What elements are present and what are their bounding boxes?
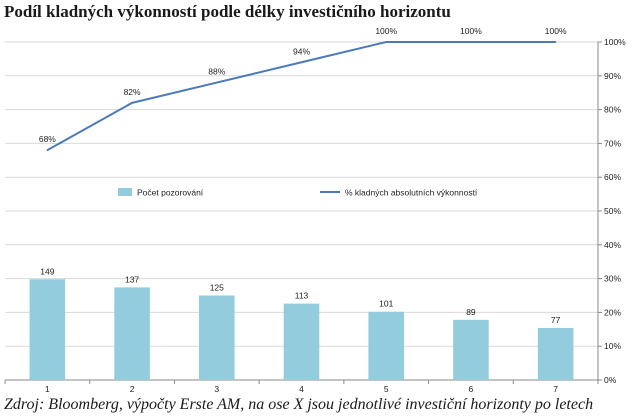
y-tick-label: 0% — [604, 375, 617, 385]
x-tick-label: 6 — [469, 384, 474, 394]
line-data-label: 68% — [39, 134, 56, 144]
bar — [29, 279, 66, 380]
y-tick-label: 40% — [604, 240, 621, 250]
line-data-label: 94% — [293, 46, 310, 56]
line-data-label: 100% — [460, 26, 482, 36]
legend-bar-swatch — [118, 188, 132, 196]
x-tick-label: 3 — [214, 384, 219, 394]
x-tick-label: 4 — [299, 384, 304, 394]
bar-data-labels: 149 137 125 113 101 89 77 — [40, 266, 560, 325]
bar-series — [29, 279, 574, 380]
bar-data-label: 113 — [295, 291, 309, 301]
bar-data-label: 101 — [379, 299, 393, 309]
y-tick-label: 70% — [604, 138, 621, 148]
bar — [283, 303, 320, 380]
line-point — [46, 149, 49, 151]
line-data-label: 100% — [375, 26, 397, 36]
bar-data-label: 149 — [40, 266, 54, 276]
bar — [453, 319, 489, 380]
bar — [198, 295, 235, 380]
legend-line-label: % kladných absolutních výkonností — [345, 188, 478, 198]
line-point — [554, 41, 557, 43]
line-point — [470, 41, 472, 43]
bar — [537, 327, 574, 380]
line-point — [385, 41, 388, 43]
chart-title: Podíl kladných výkonností podle délky in… — [4, 2, 451, 21]
x-axis-ticks: 1 2 3 4 5 6 7 — [4, 380, 599, 394]
legend-bar-label: Počet pozorování — [137, 188, 204, 198]
line-data-label: 82% — [124, 87, 141, 97]
bar-data-label: 89 — [466, 307, 476, 317]
line-data-label: 100% — [545, 26, 567, 36]
legend: Počet pozorování % kladných absolutních v… — [118, 188, 478, 198]
y-tick-label: 50% — [604, 206, 621, 216]
y-tick-label: 80% — [604, 105, 621, 115]
bar-data-label: 125 — [210, 283, 224, 293]
bar — [114, 287, 150, 380]
bar-data-label: 137 — [125, 274, 139, 284]
line-series — [46, 41, 557, 152]
line-data-labels: 68% 82% 88% 94% 100% 100% 100% — [39, 26, 567, 144]
line-point — [215, 81, 218, 84]
source-caption: Zdroj: Bloomberg, výpočty Erste AM, na o… — [4, 396, 594, 413]
y-tick-label: 10% — [604, 341, 621, 351]
bar — [368, 311, 405, 380]
line-data-label: 88% — [208, 67, 225, 77]
x-tick-label: 7 — [553, 384, 558, 394]
x-tick-label: 1 — [45, 384, 50, 394]
x-tick-label: 2 — [130, 384, 135, 394]
line-point — [300, 61, 303, 64]
y-axis-ticks: 0% 10% 20% 30% 40% 50% 60% 70% 80% 90% 100% — [597, 37, 626, 385]
y-tick-label: 100% — [604, 37, 626, 47]
x-tick-label: 5 — [384, 384, 389, 394]
y-tick-label: 20% — [604, 307, 621, 317]
y-tick-label: 60% — [604, 172, 621, 182]
bar-data-label: 77 — [551, 315, 561, 325]
y-tick-label: 30% — [604, 274, 621, 284]
y-tick-label: 90% — [604, 71, 621, 81]
line-point — [131, 102, 133, 104]
